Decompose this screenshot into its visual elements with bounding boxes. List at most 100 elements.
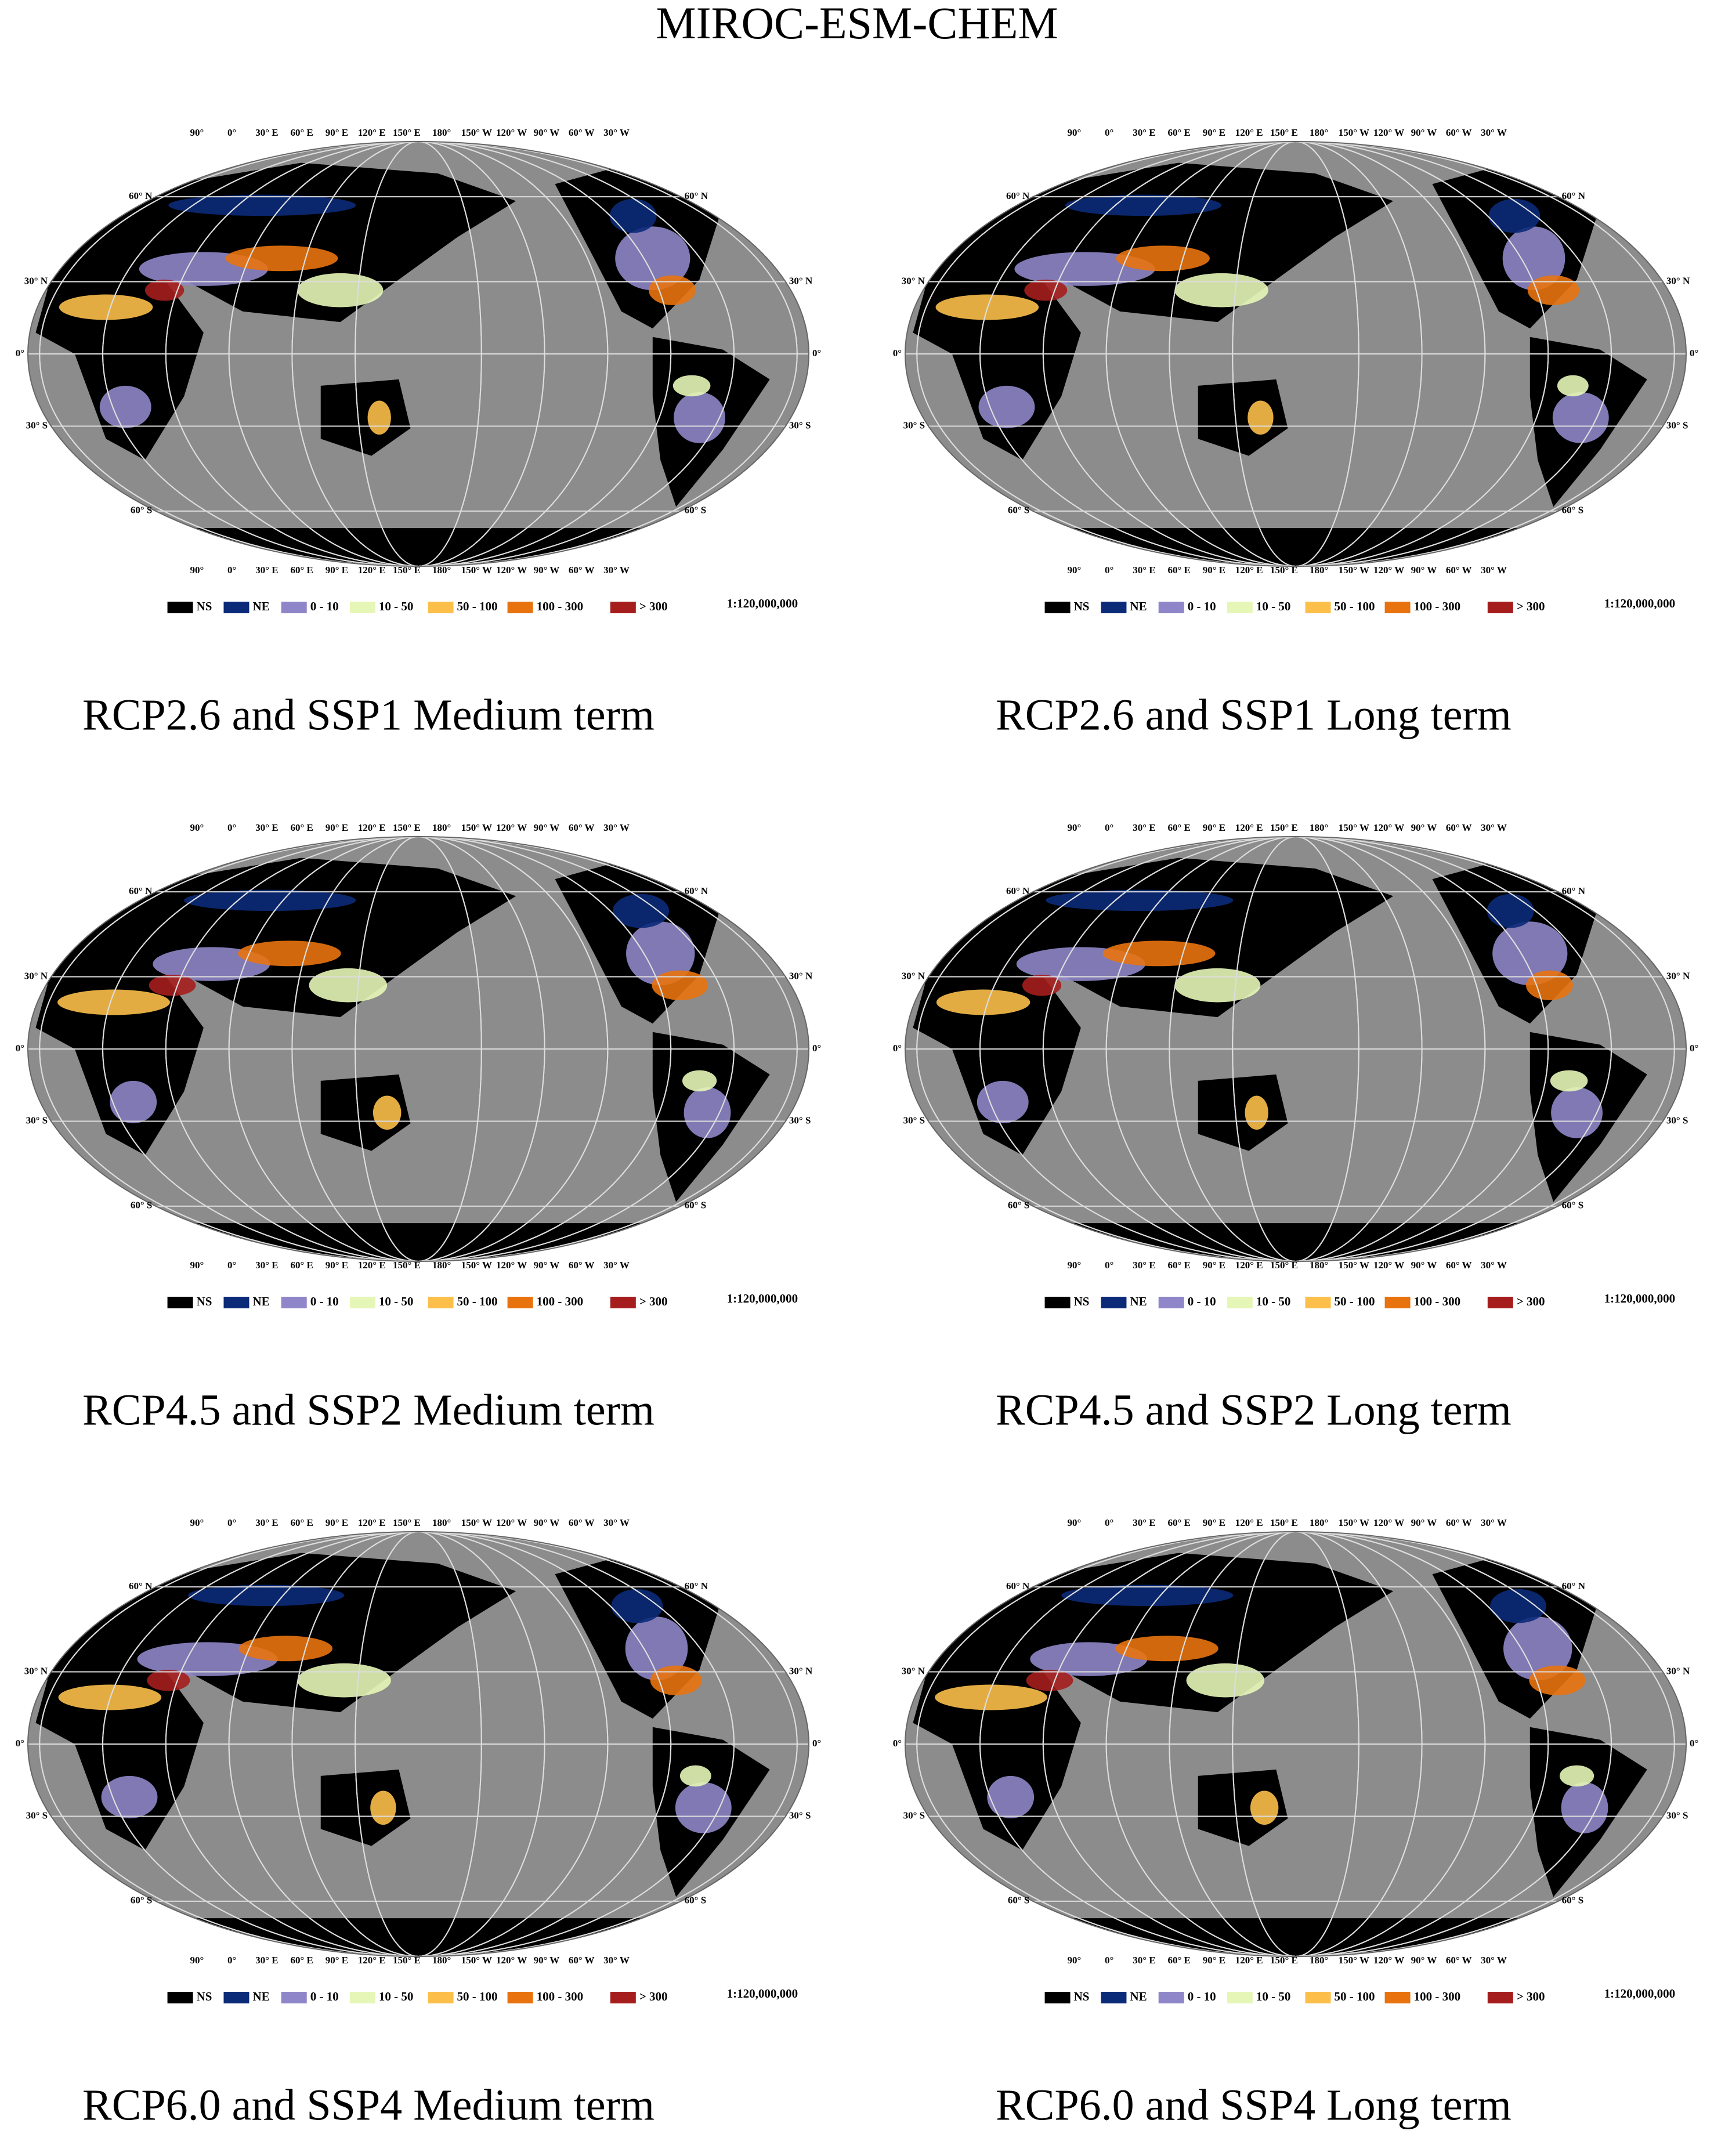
- legend-swatch: [1305, 1992, 1331, 2003]
- longitude-label: 90°: [1067, 565, 1081, 576]
- legend-swatch: [507, 1992, 533, 2003]
- latitude-label: 0°: [812, 1043, 821, 1054]
- legend-swatch: [1044, 602, 1071, 613]
- legend-swatch: [281, 602, 307, 613]
- longitude-label: 90° W: [534, 1260, 560, 1271]
- hazard-area: [149, 974, 196, 996]
- longitude-label: 120° E: [1235, 1517, 1263, 1528]
- hazard-area: [1502, 226, 1565, 291]
- outline: [905, 141, 1687, 567]
- land: [924, 858, 1394, 1018]
- longitude-label: 60° E: [290, 822, 313, 833]
- longitude-label: 150° E: [393, 1955, 421, 1966]
- longitude-label: 30° W: [603, 1517, 630, 1528]
- longitude-label: 90° W: [1411, 1955, 1437, 1966]
- longitude-label: 60° W: [569, 565, 595, 576]
- longitude-label: 120° W: [1373, 1955, 1404, 1966]
- hazard-area: [373, 1095, 402, 1130]
- latitude-label: 30° S: [789, 1810, 811, 1821]
- hazard-area: [1561, 1782, 1608, 1833]
- hazard-area: [297, 273, 384, 308]
- longitude-label: 180°: [1310, 822, 1328, 833]
- hazard-area: [1174, 273, 1268, 308]
- longitude-label: 120° W: [496, 1260, 527, 1271]
- latitude-label: 0°: [893, 348, 902, 359]
- longitude-label: 180°: [1310, 1260, 1328, 1271]
- latitude-label: 30° S: [903, 1115, 925, 1126]
- land: [913, 279, 1081, 460]
- legend-label: 100 - 300: [1414, 599, 1461, 613]
- longitude-label: 60° E: [290, 127, 313, 138]
- longitude-label: 120° W: [1373, 127, 1404, 138]
- legend-swatch: [1487, 1297, 1513, 1308]
- latitude-label: 60° S: [131, 1895, 153, 1906]
- hazard-area: [1487, 893, 1534, 928]
- panel-caption: RCP6.0 and SSP4 Medium term: [82, 2081, 654, 2129]
- land: [35, 974, 204, 1155]
- latitude-label: 30° N: [1666, 1665, 1690, 1676]
- latitude-label: 0°: [16, 1043, 24, 1054]
- latitude-label: 60° S: [1562, 1895, 1584, 1906]
- legend-label: 0 - 10: [310, 1294, 339, 1308]
- longitude-label: 30° E: [255, 1517, 278, 1528]
- legend-label: > 300: [1517, 1294, 1545, 1308]
- scale-label: 1:120,000,000: [1604, 1987, 1676, 2001]
- hazard-area: [1490, 1589, 1547, 1623]
- longitude-label: 150° E: [1270, 1517, 1298, 1528]
- legend-label: > 300: [639, 1989, 668, 2003]
- legend-swatch: [610, 1992, 636, 2003]
- legend-label: 100 - 300: [1414, 1989, 1461, 2003]
- latitude-label: 60° N: [685, 885, 708, 896]
- outline: [905, 836, 1687, 1262]
- legend-swatch: [349, 602, 375, 613]
- hazard-area: [649, 275, 696, 305]
- land: [47, 162, 516, 323]
- latitude-label: 30° N: [24, 970, 48, 981]
- longitude-label: 90° W: [534, 565, 560, 576]
- latitude-label: 30° N: [902, 1665, 925, 1676]
- latitude-label: 30° S: [903, 419, 925, 431]
- outline: [27, 141, 809, 567]
- latitude-label: 0°: [16, 1738, 24, 1749]
- latitude-label: 60° N: [129, 1580, 153, 1591]
- map-panel: 90° 90° 0° 0° 30° E 30° E 60° E 60° E 90° E 90° E…: [893, 127, 1699, 740]
- land: [320, 1769, 411, 1846]
- legend-label: NE: [1130, 1989, 1147, 2003]
- hazard-area: [1174, 968, 1261, 1003]
- legend-label: 0 - 10: [1188, 1294, 1216, 1308]
- hazard-area: [609, 198, 657, 233]
- longitude-label: 150° W: [1339, 1260, 1369, 1271]
- legend-swatch: [1158, 602, 1184, 613]
- land: [28, 528, 809, 566]
- longitude-label: 60° W: [569, 822, 595, 833]
- longitude-label: 30° W: [1481, 127, 1507, 138]
- longitude-label: 90° W: [1411, 1517, 1437, 1528]
- map-panel: 90° 90° 0° 0° 30° E 30° E 60° E 60° E 90° E 90° E…: [16, 1517, 822, 2130]
- latitude-label: 60° S: [131, 1200, 153, 1211]
- longitude-label: 60° E: [1167, 1955, 1190, 1966]
- hazard-area: [1559, 1765, 1594, 1787]
- longitude-label: 150° E: [1270, 565, 1298, 576]
- latitude-label: 60° N: [1006, 1580, 1030, 1591]
- hazard-area: [611, 1589, 663, 1623]
- legend-swatch: [349, 1992, 375, 2003]
- longitude-label: 60° W: [1446, 565, 1472, 576]
- hazard-area: [1022, 974, 1062, 996]
- legend-swatch: [428, 1297, 454, 1308]
- longitude-label: 90° E: [1203, 127, 1225, 138]
- hazard-area: [57, 989, 170, 1015]
- longitude-label: 120° E: [358, 1517, 386, 1528]
- longitude-label: 60° W: [569, 127, 595, 138]
- longitude-label: 60° W: [1446, 822, 1472, 833]
- hazard-area: [1102, 940, 1216, 967]
- longitude-label: 60° W: [1446, 1955, 1472, 1966]
- longitude-label: 0°: [1105, 822, 1113, 833]
- legend-label: 50 - 100: [1335, 1294, 1375, 1308]
- longitude-label: 90° W: [1411, 565, 1437, 576]
- hazard-area: [297, 1663, 391, 1698]
- legend-label: 50 - 100: [1335, 599, 1375, 613]
- hazard-area: [626, 921, 695, 986]
- longitude-label: 30° W: [603, 127, 630, 138]
- legend-swatch: [349, 1297, 375, 1308]
- hazard-area: [672, 375, 711, 397]
